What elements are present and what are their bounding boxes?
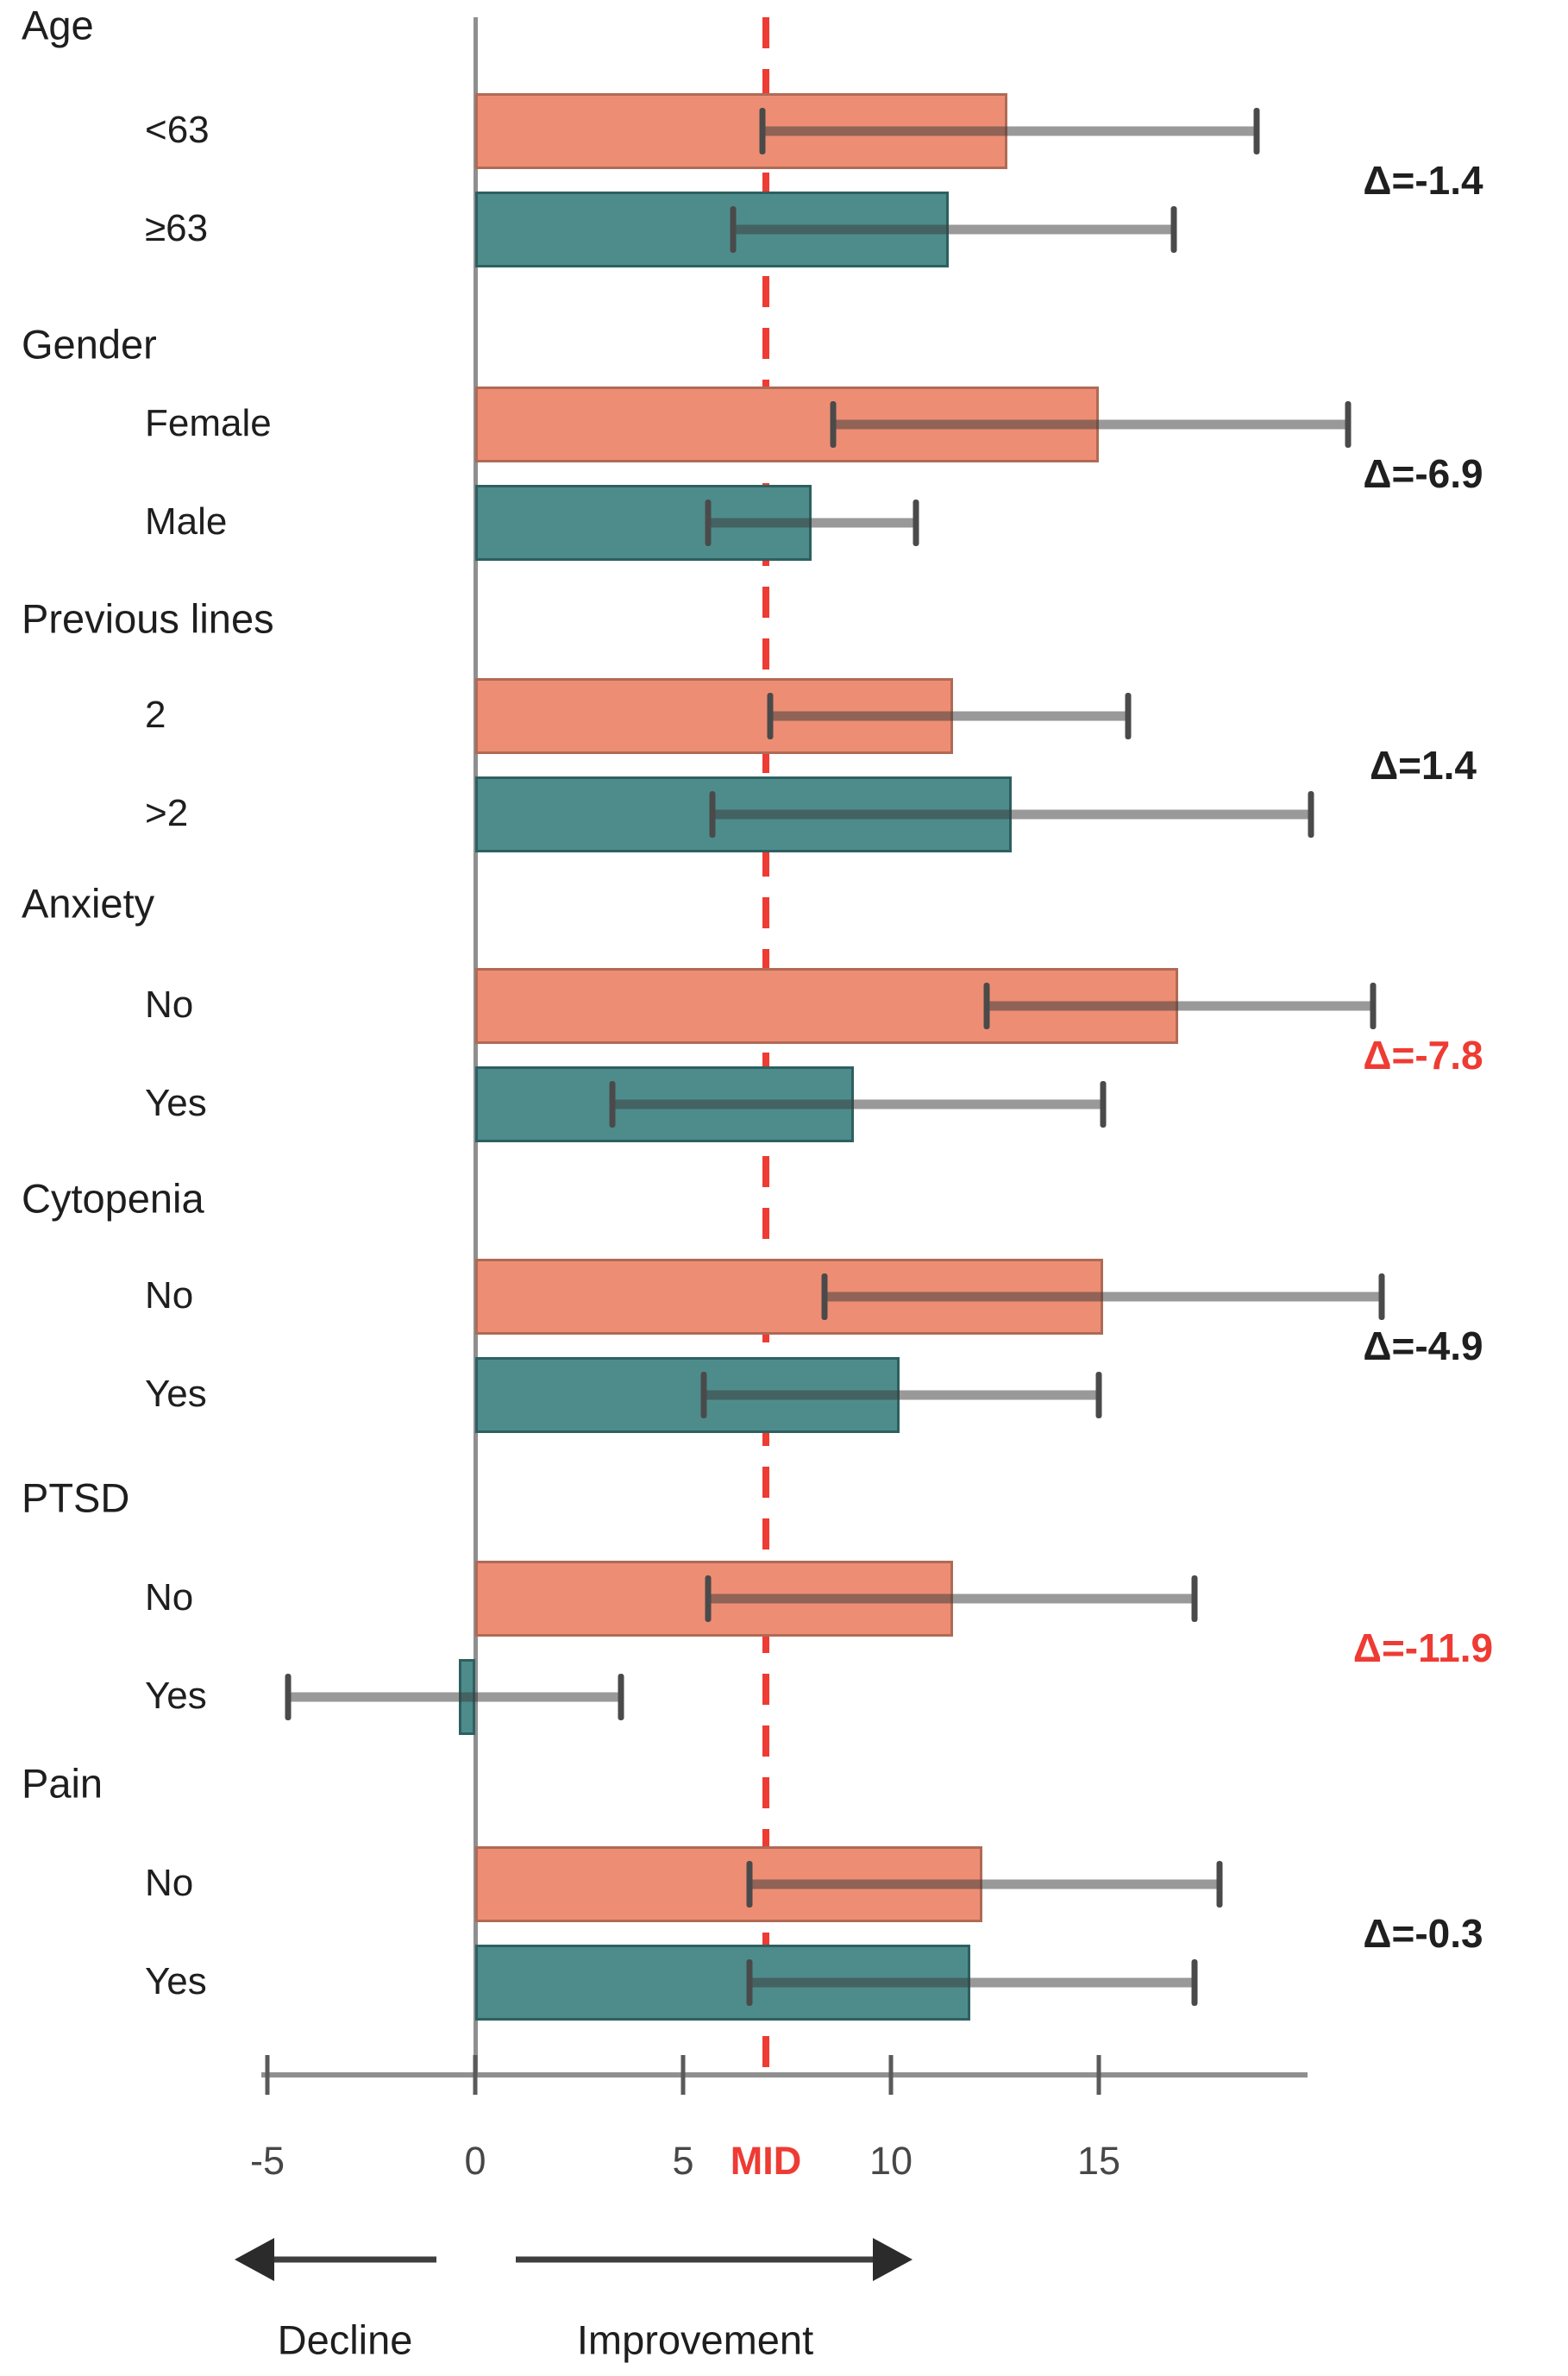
x-tick-5 <box>265 2055 270 2095</box>
error-cap-high-cytopenia-no <box>1378 1273 1385 1320</box>
error-bar-ptsd-yes <box>288 1692 621 1702</box>
error-cap-low-gender-female <box>830 401 837 448</box>
error-cap-low-gender-male <box>705 500 712 546</box>
zero-baseline-line <box>474 17 478 2076</box>
row-label-previous-lines-gt2: >2 <box>145 792 189 834</box>
error-bar-cytopenia-yes <box>704 1390 1099 1400</box>
error-cap-low-previous-lines-2 <box>767 693 774 739</box>
error-cap-high-cytopenia-yes <box>1095 1372 1102 1418</box>
error-cap-high-ptsd-no <box>1191 1575 1198 1622</box>
error-bar-pain-no <box>750 1879 1220 1889</box>
row-label-pain-yes: Yes <box>145 1960 207 2002</box>
group-header-gender: Gender <box>22 321 157 368</box>
error-cap-low-cytopenia-yes <box>700 1372 707 1418</box>
error-bar-age-lt63 <box>762 126 1258 136</box>
error-bar-anxiety-yes <box>612 1099 1103 1109</box>
delta-label-pain: Δ=-0.3 <box>1363 1911 1483 1956</box>
group-header-age: Age <box>22 2 94 48</box>
error-cap-low-anxiety-no <box>983 983 990 1029</box>
row-label-anxiety-yes: Yes <box>145 1082 207 1124</box>
improvement-arrow-head-icon <box>873 2238 913 2281</box>
error-cap-high-pain-no <box>1216 1861 1223 1908</box>
delta-label-previous-lines: Δ=1.4 <box>1370 743 1477 788</box>
row-label-gender-male: Male <box>145 500 228 543</box>
group-header-anxiety: Anxiety <box>22 880 155 927</box>
error-cap-high-gender-male <box>913 500 919 546</box>
error-cap-low-cytopenia-no <box>821 1273 828 1320</box>
x-tick-label-5: 5 <box>672 2139 694 2183</box>
error-cap-high-anxiety-yes <box>1100 1081 1107 1128</box>
error-bar-anxiety-no <box>986 1001 1374 1011</box>
error-cap-low-ptsd-yes <box>285 1674 292 1720</box>
error-cap-low-anxiety-yes <box>609 1081 616 1128</box>
error-cap-high-anxiety-no <box>1370 983 1377 1029</box>
error-cap-high-previous-lines-gt2 <box>1308 791 1314 838</box>
delta-label-age: Δ=-1.4 <box>1363 158 1483 203</box>
error-bar-gender-female <box>832 419 1349 430</box>
error-bar-previous-lines-gt2 <box>712 809 1311 820</box>
group-header-previous-lines: Previous lines <box>22 595 274 642</box>
x-tick-label-0: 0 <box>464 2139 486 2183</box>
x-tick-label-5: -5 <box>249 2139 285 2183</box>
group-header-ptsd: PTSD <box>22 1474 130 1521</box>
error-bar-pain-yes <box>750 1977 1195 1988</box>
error-bar-age-gte63 <box>732 224 1174 235</box>
row-label-previous-lines-2: 2 <box>145 694 166 736</box>
x-tick-5 <box>681 2055 686 2095</box>
delta-label-gender: Δ=-6.9 <box>1363 451 1483 496</box>
x-tick-label-10: 10 <box>869 2139 913 2183</box>
x-tick-0 <box>473 2055 478 2095</box>
error-cap-low-age-gte63 <box>730 206 737 253</box>
error-cap-high-age-lt63 <box>1253 108 1260 154</box>
error-cap-low-pain-yes <box>746 1959 753 2006</box>
error-cap-low-previous-lines-gt2 <box>709 791 716 838</box>
row-label-age-lt63: <63 <box>145 109 210 151</box>
error-cap-high-gender-female <box>1345 401 1352 448</box>
error-cap-high-ptsd-yes <box>618 1674 624 1720</box>
delta-label-ptsd: Δ=-11.9 <box>1352 1625 1494 1670</box>
error-cap-low-pain-no <box>746 1861 753 1908</box>
row-label-gender-female: Female <box>145 402 272 444</box>
error-bar-gender-male <box>707 518 916 528</box>
error-cap-low-age-lt63 <box>759 108 766 154</box>
row-label-pain-no: No <box>145 1862 194 1904</box>
mid-axis-label: MID <box>730 2139 802 2183</box>
row-label-cytopenia-no: No <box>145 1274 194 1317</box>
error-bar-ptsd-no <box>707 1593 1195 1604</box>
delta-label-anxiety: Δ=-7.8 <box>1363 1033 1483 1078</box>
decline-arrow-line <box>260 2256 436 2263</box>
x-tick-label-15: 15 <box>1076 2139 1121 2183</box>
decline-arrow-head-icon <box>235 2238 274 2281</box>
group-header-pain: Pain <box>22 1760 103 1807</box>
row-label-cytopenia-yes: Yes <box>145 1373 207 1415</box>
improvement-arrow-line <box>516 2256 874 2263</box>
x-axis-line <box>261 2072 1308 2077</box>
error-cap-high-pain-yes <box>1191 1959 1198 2006</box>
improvement-label: Improvement <box>576 2316 814 2363</box>
x-tick-10 <box>888 2055 894 2095</box>
error-bar-previous-lines-2 <box>770 711 1128 721</box>
row-label-anxiety-no: No <box>145 984 194 1026</box>
error-cap-low-ptsd-no <box>705 1575 712 1622</box>
x-tick-15 <box>1096 2055 1101 2095</box>
mid-reference-dashed-line <box>762 17 769 2088</box>
row-label-ptsd-no: No <box>145 1576 194 1619</box>
row-label-age-gte63: ≥63 <box>145 207 209 249</box>
error-cap-high-previous-lines-2 <box>1125 693 1132 739</box>
error-bar-cytopenia-no <box>824 1292 1382 1302</box>
row-label-ptsd-yes: Yes <box>145 1675 207 1717</box>
error-cap-high-age-gte63 <box>1170 206 1177 253</box>
group-header-cytopenia: Cytopenia <box>22 1175 204 1222</box>
delta-label-cytopenia: Δ=-4.9 <box>1363 1323 1483 1368</box>
decline-label: Decline <box>277 2316 413 2363</box>
